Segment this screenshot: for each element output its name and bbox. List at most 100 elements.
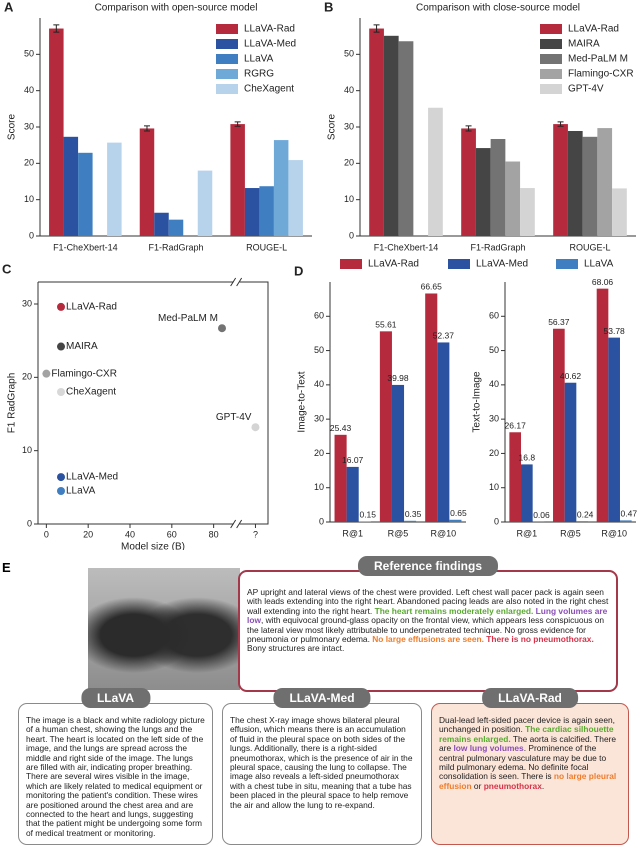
value-label: 0.65 [450,508,467,518]
bar [334,434,347,522]
bar [521,464,533,522]
legend-label: LLaVA-Rad [368,259,419,270]
x-tick-label: R@5 [560,528,581,538]
bar [107,142,122,236]
y-tick-label: 50 [489,345,499,355]
text-segment: The aorta is calcified. There are [439,733,617,754]
legend-swatch [540,39,562,49]
legend-label: GPT-4V [568,84,604,95]
point [218,324,226,333]
x-tick-label: R@1 [517,528,538,538]
x-tick-label: ? [253,529,258,539]
x-tick-label: F1-RadGraph [470,242,525,252]
y-tick-label: 50 [24,49,34,59]
text-segment: . Prominence of the central pulmonary va… [439,743,607,782]
x-tick-label: R@5 [388,528,409,538]
text-segment: The heart remains moderately enlarged. [374,605,534,616]
y-tick-label: 40 [24,85,34,95]
bar [369,28,384,236]
bar [358,521,371,522]
legend-label: Flamingo-CXR [568,69,634,80]
y-tick-label: 30 [489,414,499,424]
y-tick-label: 60 [314,311,324,321]
bar [437,342,450,522]
text-segment: . [541,780,545,791]
text-segment: AP upright and lateral views of the ches… [247,587,609,616]
bar [428,107,443,236]
bar [168,219,184,236]
bar [398,41,414,237]
text-segment: The image is a black and white radiology… [26,715,205,838]
bar [567,130,583,236]
legend-swatch [540,69,562,79]
value-label: 0.06 [533,510,550,520]
panel-title: Reference findings [357,556,499,576]
bar [490,138,506,236]
bar [154,212,169,236]
value-label: 66.65 [421,282,443,292]
point [57,302,65,311]
value-label: 25.43 [330,423,352,433]
panel-label: E [2,560,11,575]
legend-label: LLaVA [244,54,274,65]
y-tick-label: 10 [489,482,499,492]
legend-label: CheXagent [244,84,294,95]
x-tick-label: R@10 [601,528,627,538]
panel-label: D [294,263,303,278]
text-box: AP upright and lateral views of the ches… [238,570,618,692]
x-tick-label: 60 [167,529,177,539]
y-tick-label: 10 [344,194,354,204]
legend-swatch [540,54,562,64]
y-tick-label: 20 [314,448,324,458]
legend-label: RGRG [244,69,274,80]
legend-swatch [556,259,578,269]
text-box: Dual-lead left-sided pacer device is aga… [431,703,629,845]
text-segment: or [471,780,484,791]
bar [383,35,399,237]
text-segment: Dual-lead left-sided pacer device is aga… [439,715,615,735]
text-segment: There is no pneumothorax. [486,634,594,645]
chart-title: Comparison with close-source model [416,3,580,14]
y-axis-label: Score [327,114,338,141]
bar [197,170,213,236]
point [251,423,260,432]
point-label: Med-PaLM M [158,313,218,324]
legend-label: LLaVA-Rad [244,24,295,35]
legend-swatch [216,39,238,49]
y-tick-label: 20 [344,158,354,168]
x-tick-label: 40 [125,529,135,539]
point [57,473,65,482]
point-label: LLaVA-Rad [66,302,117,313]
bar [475,148,491,236]
legend-swatch [540,84,562,94]
value-label: 0.35 [405,509,422,519]
y-tick-label: 0 [27,518,32,528]
value-label: 0.24 [577,509,594,519]
panel-title: LLaVA-Med [273,688,371,708]
value-label: 16.07 [342,455,364,465]
bar [379,331,392,522]
axis-frame [37,281,269,525]
legend-label: LLaVA [584,259,614,270]
charts: A Comparison with open-source model 0 10 20 3… [2,0,637,550]
bar [612,188,627,236]
y-tick-label: 0 [319,516,324,526]
bar [425,293,438,522]
bar [244,188,260,236]
xray-image [88,568,240,690]
bar [505,161,521,236]
y-axis-label: Image-to-Text [297,371,308,432]
y-tick-label: 60 [489,311,499,321]
error-bar [53,24,60,33]
text-segment: No large effusions are seen. [372,634,484,645]
y-tick-label: 20 [489,448,499,458]
text-segment: The cardiac silhouette remains enlarged. [439,724,614,744]
panel-label: A [4,0,14,14]
value-label: 40.62 [560,371,582,381]
text-box: The image is a black and white radiology… [18,703,213,845]
error-bar [465,125,472,132]
point-label: GPT-4V [216,412,252,423]
bar [564,382,577,522]
legend-swatch [216,24,238,34]
